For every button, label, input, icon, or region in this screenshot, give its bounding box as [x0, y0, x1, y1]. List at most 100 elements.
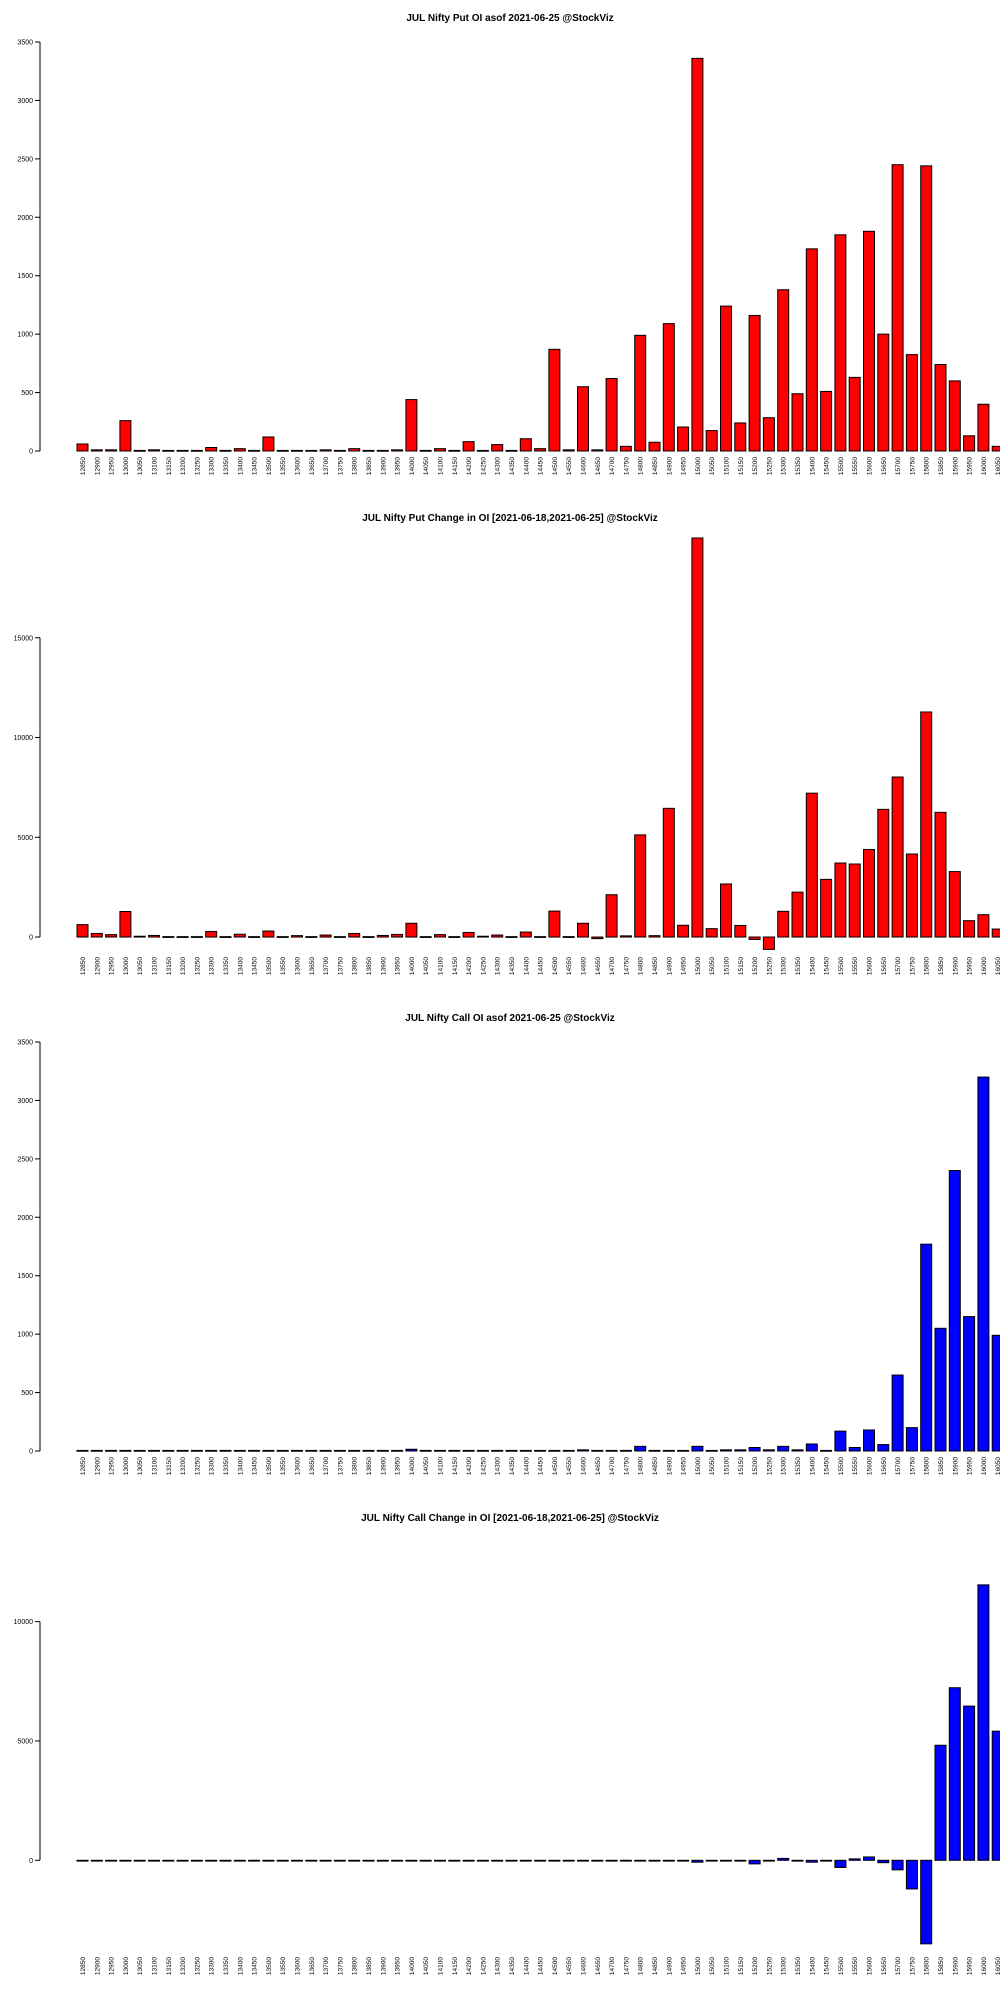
x-tick-label: 14150: [452, 1457, 459, 1475]
bar-14050: [419, 1859, 432, 1862]
x-tick-label: 14850: [652, 1957, 659, 1975]
x-tick-label: 14200: [466, 1957, 473, 1975]
x-tick-label: 14600: [581, 1957, 588, 1975]
bar-15000: [691, 1859, 704, 1863]
x-tick-label: 15100: [724, 1957, 731, 1975]
bar-12900: [90, 932, 103, 938]
bar-14050: [419, 936, 432, 938]
x-tick-label: 14900: [666, 957, 673, 975]
x-tick-label: 15950: [967, 457, 974, 475]
x-tick-label: 13600: [295, 1457, 302, 1475]
bar-15300: [777, 1445, 790, 1452]
x-tick-label: 13750: [337, 1457, 344, 1475]
bar-15250: [762, 936, 775, 950]
bar-13100: [148, 449, 160, 452]
bar-13300: [205, 1859, 218, 1862]
bar-13000: [119, 420, 132, 452]
bar-14750: [619, 935, 632, 938]
x-tick-label: 13200: [180, 1457, 187, 1475]
x-tick-label: 13750: [337, 1957, 344, 1975]
bar-15600: [863, 848, 875, 938]
x-tick-label: 13250: [194, 1957, 201, 1975]
x-tick-label: 13300: [209, 957, 216, 975]
x-tick-label: 14700: [609, 457, 616, 475]
bar-15050: [705, 1859, 718, 1862]
x-tick-label: 13850: [366, 957, 373, 975]
bar-13150: [162, 936, 175, 938]
bar-14350: [505, 1449, 518, 1452]
x-tick-label: 13000: [123, 457, 130, 475]
bar-13350: [219, 1449, 232, 1452]
bar-15200: [748, 1446, 761, 1452]
bar-14800: [634, 1859, 647, 1862]
x-tick-label: 14500: [552, 457, 559, 475]
bar-14350: [505, 1859, 518, 1862]
bar-15000: [691, 537, 704, 938]
bar-13300: [205, 1449, 218, 1452]
call-oi-chart-svg: JUL Nifty Call OI asof 2021-06-25 @Stock…: [17, 1013, 1000, 1475]
y-tick-label: 0: [29, 449, 33, 456]
x-tick-label: 14100: [438, 457, 445, 475]
bar-15200: [748, 314, 761, 452]
x-tick-label: 13200: [180, 957, 187, 975]
x-tick-label: 14700: [609, 1957, 616, 1975]
x-tick-label: 14850: [652, 457, 659, 475]
bar-15200: [748, 1859, 761, 1865]
x-tick-label: 12950: [109, 457, 116, 475]
put-oi-chart-svg: JUL Nifty Put OI asof 2021-06-25 @StockV…: [17, 13, 1000, 475]
x-tick-label: 14500: [552, 1957, 559, 1975]
x-tick-label: 15750: [909, 957, 916, 975]
bar-15650: [877, 808, 890, 938]
x-tick-label: 14650: [595, 1457, 602, 1475]
x-tick-label: 13800: [352, 457, 359, 475]
bar-14100: [434, 448, 446, 452]
bar-15150: [734, 1859, 747, 1862]
bar-15150: [734, 422, 747, 452]
bar-14950: [677, 1449, 690, 1452]
x-tick-label: 15650: [881, 457, 888, 475]
x-tick-label: 13500: [266, 957, 273, 975]
x-tick-label: 14150: [452, 957, 459, 975]
bar-15400: [805, 248, 818, 452]
x-tick-label: 14600: [581, 457, 588, 475]
x-tick-label: 13400: [237, 1957, 244, 1975]
x-tick-label: 14350: [509, 957, 516, 975]
bar-14500: [548, 348, 561, 452]
bar-13150: [162, 1449, 175, 1452]
bar-13300: [205, 446, 218, 452]
x-tick-label: 14850: [652, 957, 659, 975]
bar-14650: [591, 449, 604, 452]
x-tick-label: 14550: [566, 957, 573, 975]
bar-13000: [119, 911, 132, 938]
put-oi-chart: JUL Nifty Put OI asof 2021-06-25 @StockV…: [0, 0, 1000, 500]
bar-13850: [362, 1449, 375, 1452]
bar-15350: [791, 1449, 804, 1452]
x-tick-label: 14800: [638, 957, 645, 975]
bar-14900: [662, 807, 675, 938]
x-tick-label: 13500: [266, 1957, 273, 1975]
x-tick-label: 16000: [981, 457, 988, 475]
x-tick-label: 13050: [137, 1957, 144, 1975]
x-tick-label: 13150: [166, 957, 173, 975]
x-tick-label: 13200: [180, 1957, 187, 1975]
bar-13200: [176, 1449, 189, 1452]
x-tick-label: 14750: [623, 1457, 630, 1475]
x-tick-label: 15500: [838, 457, 845, 475]
bar-15600: [863, 1856, 875, 1861]
bar-13150: [162, 1859, 175, 1862]
x-tick-label: 15550: [852, 1457, 859, 1475]
y-tick-label: 3000: [17, 98, 33, 105]
bar-12850: [76, 1449, 89, 1452]
bar-15300: [777, 289, 790, 452]
x-tick-label: 14100: [438, 957, 445, 975]
bar-14000: [405, 399, 418, 452]
x-tick-label: 13450: [252, 1457, 259, 1475]
x-tick-label: 13600: [295, 457, 302, 475]
y-tick-label: 0: [29, 1449, 33, 1456]
bar-14150: [448, 1449, 461, 1452]
x-tick-label: 13000: [123, 1457, 130, 1475]
bar-14150: [448, 1859, 461, 1862]
bar-14550: [562, 1859, 575, 1862]
bar-14300: [491, 934, 504, 938]
bar-13100: [148, 1449, 160, 1452]
